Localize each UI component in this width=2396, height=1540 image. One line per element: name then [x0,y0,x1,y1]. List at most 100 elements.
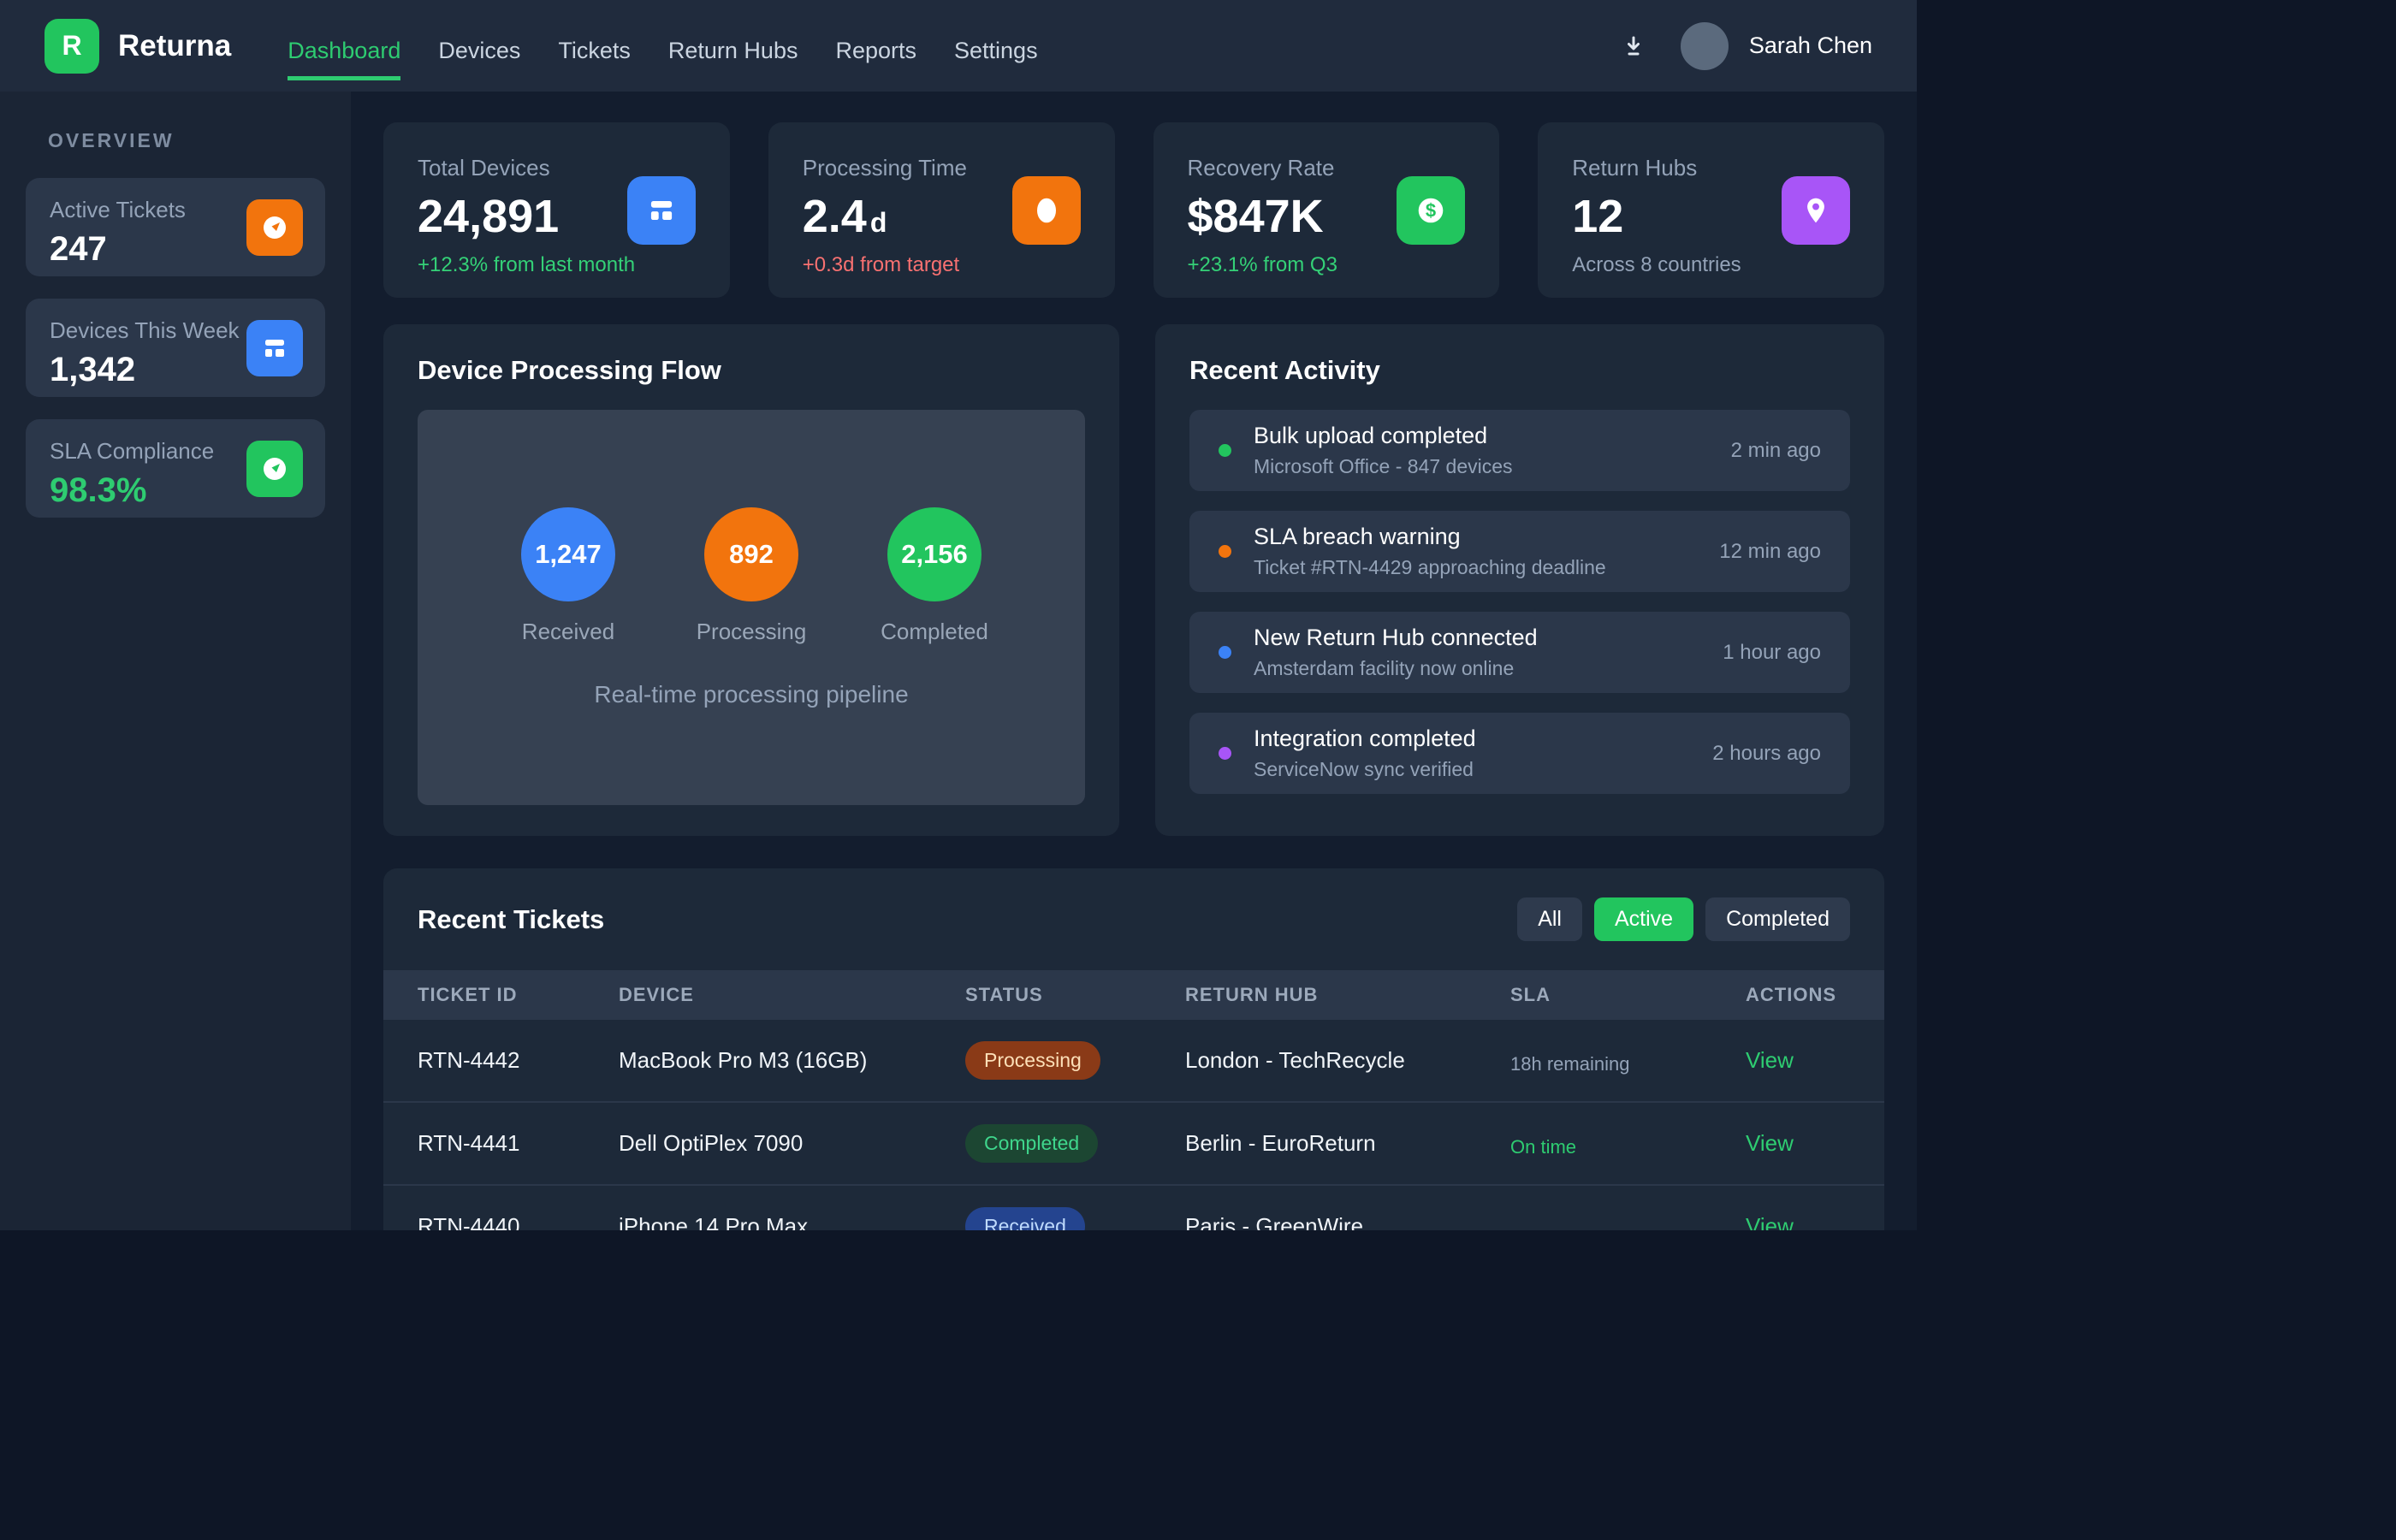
activity-text: Integration completed ServiceNow sync ve… [1254,726,1695,781]
sla-cell: On time [1510,1128,1746,1158]
nav-item-tickets[interactable]: Tickets [558,37,631,63]
panel-title: Recent Activity [1189,355,1380,385]
activity-title: Integration completed [1254,726,1476,751]
stat-value: $847K [1187,191,1324,242]
status-badge: Processing [965,1041,1100,1080]
flow-stage-processing: 892 Processing [679,506,824,645]
sla-cell [1510,1223,1746,1230]
sidebar-card-value: 1,342 [50,351,136,388]
stat-card-total-devices: Total Devices 24,891 +12.3% from last mo… [383,122,730,298]
brand-logo-icon: R [44,18,99,74]
sla-label: 18h remaining [1510,1053,1630,1075]
view-link[interactable]: View [1746,1213,1794,1230]
nav-item-devices[interactable]: Devices [438,37,521,63]
device-cell: iPhone 14 Pro Max [619,1213,809,1230]
nav-item-dashboard[interactable]: Dashboard [288,12,401,80]
status-dot [1219,545,1231,558]
user-avatar[interactable] [1680,21,1729,70]
sidebar-card-devices-week: Devices This Week 1,342 [26,299,325,397]
view-link[interactable]: View [1746,1130,1794,1156]
nav-item-return-hubs[interactable]: Return Hubs [667,37,798,63]
flow-caption: Real-time processing pipeline [594,680,909,708]
pin-icon [1782,175,1850,245]
flow-diagram: 1,247 Received 892 Processing 2,156 Comp… [418,410,1085,805]
column-header-device: DEVICE [619,984,694,1005]
layout-icon [626,175,696,245]
stat-value: 12 [1572,191,1624,242]
stat-label: Total Devices [418,155,550,181]
flow-stage-label: Received [521,618,615,644]
stat-delta: +12.3% from last month [418,253,636,276]
activity-subtitle: Ticket #RTN-4429 approaching deadline [1254,556,1606,578]
filter-all-button[interactable]: All [1517,897,1582,941]
nav-item-settings[interactable]: Settings [954,37,1038,63]
activity-title: SLA breach warning [1254,524,1461,549]
compass-icon [246,440,303,497]
ticket-id-cell: RTN-4442 [418,1047,520,1073]
stat-label: Recovery Rate [1187,155,1335,181]
flow-stages: 1,247 Received 892 Processing 2,156 Comp… [495,506,1007,645]
activity-text: SLA breach warning Ticket #RTN-4429 appr… [1254,524,1702,579]
brand-logo-letter: R [62,30,82,61]
ticket-id-cell: RTN-4441 [418,1130,520,1156]
dollar-icon: $ [1397,175,1466,245]
stat-card-processing-time: Processing Time 2.4 d +0.3d from target [768,122,1115,298]
table-row: RTN-4441 Dell OptiPlex 7090 Completed Be… [383,1103,1884,1186]
sidebar-card-value: 98.3% [50,471,147,509]
sidebar-card-value: 247 [50,230,107,268]
sidebar-card-label: Active Tickets [50,197,186,222]
activity-subtitle: Amsterdam facility now online [1254,657,1515,679]
activity-time: 2 min ago [1730,438,1821,462]
column-header-return-hub: RETURN HUB [1185,984,1319,1005]
nav-links: Dashboard Devices Tickets Return Hubs Re… [269,12,1056,80]
panel-title: Recent Tickets [418,903,605,934]
ticket-id-cell: RTN-4440 [418,1213,520,1230]
stat-delta: +23.1% from Q3 [1187,253,1337,276]
status-dot [1219,444,1231,457]
column-header-sla: SLA [1510,984,1551,1005]
stat-label: Processing Time [802,155,967,181]
sidebar-section-title: OVERVIEW [48,129,175,151]
svg-text:$: $ [1426,199,1436,221]
return-hub-cell: Berlin - EuroReturn [1185,1130,1376,1156]
nav-item-reports[interactable]: Reports [835,37,917,63]
filter-active-button[interactable]: Active [1594,897,1694,941]
activity-item: New Return Hub connected Amsterdam facil… [1189,612,1850,693]
brand[interactable]: R Returna [44,18,231,74]
activity-time: 2 hours ago [1712,741,1821,765]
recent-tickets-panel: Recent Tickets All Active Completed TICK… [383,868,1884,1230]
device-cell: Dell OptiPlex 7090 [619,1130,804,1156]
flow-circle: 2,156 [887,506,982,601]
sidebar-card-sla-compliance: SLA Compliance 98.3% [26,419,325,518]
status-badge: Received [965,1207,1085,1230]
tickets-header: Recent Tickets All Active Completed [383,897,1884,941]
status-badge: Completed [965,1124,1099,1163]
panel-title: Device Processing Flow [418,355,721,385]
activity-item: Integration completed ServiceNow sync ve… [1189,713,1850,794]
stat-value-suffix: d [869,207,887,238]
table-header-row: TICKET ID DEVICE STATUS RETURN HUB SLA A… [383,970,1884,1020]
layout-icon [246,319,303,376]
view-link[interactable]: View [1746,1047,1794,1073]
activity-time: 12 min ago [1719,539,1821,563]
download-icon[interactable] [1621,33,1646,59]
ticket-filters: All Active Completed [1517,897,1850,941]
status-dot [1219,646,1231,659]
recent-activity-panel: Recent Activity Bulk upload completed Mi… [1155,324,1884,836]
sidebar-card-active-tickets: Active Tickets 247 [26,178,325,276]
stat-label: Return Hubs [1572,155,1698,181]
stats-row: Total Devices 24,891 +12.3% from last mo… [383,122,1884,298]
flow-stage-label: Completed [881,618,988,644]
sla-cell: 18h remaining [1510,1045,1746,1075]
activity-item: SLA breach warning Ticket #RTN-4429 appr… [1189,511,1850,592]
clock-icon [1011,175,1081,245]
stat-delta: +0.3d from target [802,253,960,276]
stat-value: 2.4 [802,191,867,242]
main-content: Total Devices 24,891 +12.3% from last mo… [351,92,1917,1230]
filter-completed-button[interactable]: Completed [1705,897,1850,941]
stat-card-return-hubs: Return Hubs 12 Across 8 countries [1538,122,1884,298]
activity-title: Bulk upload completed [1254,423,1488,448]
table-row: RTN-4442 MacBook Pro M3 (16GB) Processin… [383,1020,1884,1103]
activity-item: Bulk upload completed Microsoft Office -… [1189,410,1850,491]
